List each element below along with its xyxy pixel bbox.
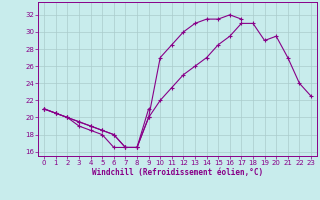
X-axis label: Windchill (Refroidissement éolien,°C): Windchill (Refroidissement éolien,°C): [92, 168, 263, 177]
